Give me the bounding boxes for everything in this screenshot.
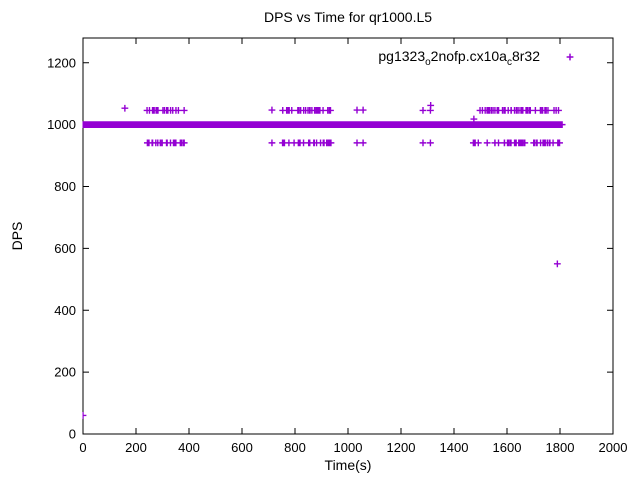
x-tick-label: 200 — [125, 440, 147, 455]
x-tick-label: 1400 — [440, 440, 469, 455]
x-tick-label: 1000 — [334, 440, 363, 455]
data-points-series — [82, 102, 566, 419]
x-tick-label: 2000 — [599, 440, 628, 455]
x-tick-label: 1800 — [546, 440, 575, 455]
x-axis-label: Time(s) — [325, 457, 372, 473]
y-tick-label: 600 — [54, 241, 76, 256]
y-tick-label: 400 — [54, 303, 76, 318]
y-tick-label: 800 — [54, 179, 76, 194]
chart-title: DPS vs Time for qr1000.L5 — [264, 9, 432, 25]
y-tick-label: 0 — [69, 427, 76, 442]
legend-marker-plus — [566, 53, 574, 61]
legend-label: pg1323o2nofp.cx10ac8r32 — [378, 48, 540, 68]
y-axis-label: DPS — [9, 222, 25, 251]
y-tick-label: 200 — [54, 365, 76, 380]
x-tick-label: 0 — [79, 440, 86, 455]
x-tick-label: 1200 — [387, 440, 416, 455]
x-tick-label: 600 — [231, 440, 253, 455]
x-tick-label: 1600 — [493, 440, 522, 455]
x-tick-label: 800 — [284, 440, 306, 455]
y-tick-label: 1000 — [47, 117, 76, 132]
plot-border — [82, 37, 614, 435]
y-tick-label: 1200 — [47, 55, 76, 70]
x-tick-label: 400 — [178, 440, 200, 455]
